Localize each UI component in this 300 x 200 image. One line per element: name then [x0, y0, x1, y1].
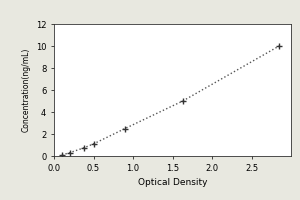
Point: [277, 44, 281, 48]
Point: [180, 99, 185, 103]
Point: [123, 127, 128, 130]
Point: [59, 153, 64, 156]
Point: [82, 146, 86, 149]
X-axis label: Optical Density: Optical Density: [138, 178, 207, 187]
Point: [91, 142, 96, 146]
Y-axis label: Concentration(ng/mL): Concentration(ng/mL): [21, 48, 30, 132]
Point: [68, 151, 72, 154]
